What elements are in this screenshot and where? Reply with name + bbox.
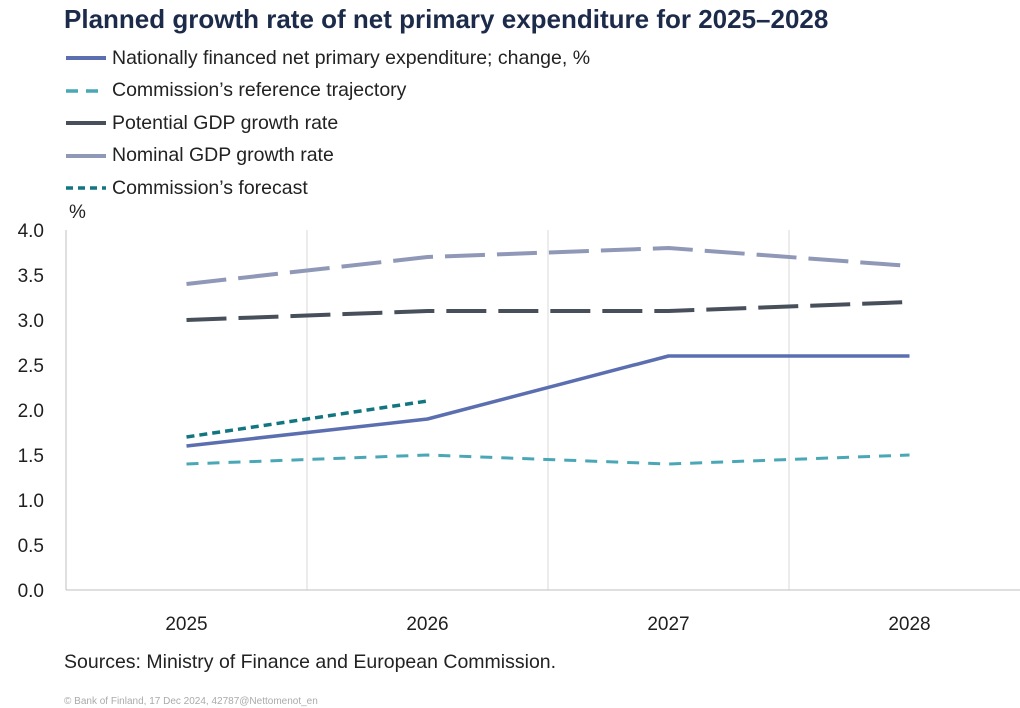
- series-line: [186, 246, 910, 286]
- legend-item: Potential GDP growth rate: [64, 107, 590, 140]
- legend: Nationally financed net primary expendit…: [64, 42, 590, 205]
- x-tick-label: 2028: [888, 614, 930, 635]
- x-axis-ticks: 2025 2026 2027 2028: [165, 614, 930, 635]
- y-axis-unit: %: [69, 202, 86, 223]
- legend-swatch: [66, 89, 106, 93]
- series-line: [186, 354, 910, 448]
- y-tick-label: 2.5: [18, 356, 44, 377]
- legend-swatch: [66, 121, 106, 126]
- legend-swatch: [66, 56, 106, 61]
- legend-label: Commission’s forecast: [112, 176, 308, 199]
- legend-item: Nominal GDP growth rate: [64, 140, 590, 173]
- gridlines: [306, 230, 790, 590]
- legend-swatch: [66, 186, 106, 190]
- series-line: [186, 453, 910, 466]
- y-tick-label: 1.0: [18, 491, 44, 512]
- series-line: [186, 399, 428, 439]
- legend-label: Commission’s reference trajectory: [112, 79, 407, 102]
- series-lines: [186, 246, 910, 466]
- y-tick-label: 0.5: [18, 536, 44, 557]
- y-tick-label: 4.0: [18, 221, 44, 242]
- y-tick-label: 1.5: [18, 446, 44, 467]
- copyright-note: © Bank of Finland, 17 Dec 2024, 42787@Ne…: [64, 696, 318, 707]
- legend-item: Commission’s forecast: [64, 172, 590, 205]
- y-tick-label: 2.0: [18, 401, 44, 422]
- legend-item: Commission’s reference trajectory: [64, 75, 590, 108]
- legend-swatch: [66, 153, 106, 158]
- sources-note: Sources: Ministry of Finance and Europea…: [64, 651, 557, 673]
- legend-label: Potential GDP growth rate: [112, 111, 339, 134]
- legend-item: Nationally financed net primary expendit…: [64, 42, 590, 75]
- x-tick-label: 2027: [647, 614, 689, 635]
- chart-title: Planned growth rate of net primary expen…: [64, 4, 829, 34]
- x-tick-label: 2026: [406, 614, 448, 635]
- legend-label: Nominal GDP growth rate: [112, 144, 334, 167]
- legend-label: Nationally financed net primary expendit…: [112, 46, 591, 69]
- axes: [65, 230, 1020, 591]
- y-tick-label: 3.0: [18, 311, 44, 332]
- y-axis-ticks: 0.0 0.5 1.0 1.5 2.0 2.5 3.0 3.5 4.0: [18, 221, 44, 602]
- series-line: [186, 300, 910, 322]
- x-tick-label: 2025: [165, 614, 207, 635]
- y-tick-label: 3.5: [18, 266, 44, 287]
- y-tick-label: 0.0: [18, 581, 44, 602]
